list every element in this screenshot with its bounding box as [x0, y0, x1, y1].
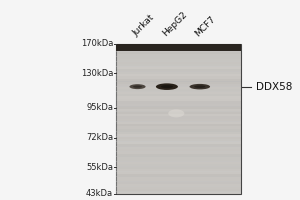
- Bar: [116, 74, 241, 76]
- Bar: [116, 71, 241, 74]
- Bar: [116, 184, 241, 186]
- Bar: [116, 121, 241, 124]
- Text: DDX58: DDX58: [256, 82, 292, 92]
- Bar: [116, 129, 241, 132]
- Text: Jurkat: Jurkat: [131, 13, 156, 38]
- Text: MCF7: MCF7: [194, 14, 218, 38]
- Bar: [116, 51, 241, 54]
- Bar: [116, 176, 241, 179]
- Bar: [116, 174, 241, 176]
- Bar: [116, 86, 241, 89]
- Text: 130kDa: 130kDa: [81, 69, 113, 78]
- Bar: [116, 69, 241, 72]
- Bar: [116, 44, 241, 46]
- Bar: [116, 91, 241, 94]
- Bar: [116, 186, 241, 189]
- Bar: [116, 44, 241, 51]
- Text: 43kDa: 43kDa: [86, 190, 113, 198]
- Bar: [116, 146, 241, 149]
- Bar: [116, 171, 241, 174]
- Bar: [116, 94, 241, 96]
- Text: 170kDa: 170kDa: [81, 40, 113, 48]
- Bar: [116, 99, 241, 101]
- Bar: [116, 46, 241, 49]
- Ellipse shape: [194, 85, 206, 88]
- Text: 72kDa: 72kDa: [86, 133, 113, 142]
- Bar: [116, 109, 241, 112]
- Bar: [116, 104, 241, 106]
- Bar: [116, 49, 241, 51]
- Bar: [116, 114, 241, 116]
- Bar: [116, 76, 241, 79]
- Bar: [116, 96, 241, 99]
- Bar: [116, 64, 241, 66]
- Bar: [116, 79, 241, 82]
- Bar: [116, 66, 241, 69]
- Bar: [116, 179, 241, 182]
- Bar: [116, 154, 241, 156]
- Bar: [116, 124, 241, 126]
- Bar: [116, 139, 241, 142]
- Bar: [116, 161, 241, 164]
- Bar: [116, 131, 241, 134]
- Bar: [116, 106, 241, 109]
- Bar: [116, 166, 241, 169]
- Bar: [116, 156, 241, 159]
- Bar: [116, 169, 241, 171]
- Bar: [116, 159, 241, 162]
- Bar: [116, 119, 241, 121]
- Ellipse shape: [156, 83, 178, 90]
- Ellipse shape: [161, 85, 173, 88]
- Bar: [116, 126, 241, 129]
- Bar: [116, 151, 241, 154]
- Bar: [116, 141, 241, 144]
- Ellipse shape: [168, 109, 184, 117]
- Bar: [116, 191, 241, 194]
- Bar: [116, 44, 241, 194]
- Text: 55kDa: 55kDa: [86, 163, 113, 172]
- Bar: [116, 136, 241, 139]
- Bar: [116, 89, 241, 92]
- Bar: [116, 61, 241, 64]
- Ellipse shape: [129, 84, 146, 89]
- Bar: [116, 54, 241, 56]
- Bar: [116, 134, 241, 136]
- Bar: [116, 189, 241, 192]
- Text: 95kDa: 95kDa: [86, 103, 113, 112]
- Text: HepG2: HepG2: [160, 10, 189, 38]
- Bar: [116, 181, 241, 184]
- Ellipse shape: [133, 86, 142, 88]
- Bar: [116, 81, 241, 84]
- Bar: [116, 59, 241, 62]
- Bar: [116, 84, 241, 86]
- Bar: [116, 149, 241, 152]
- Bar: [116, 111, 241, 114]
- Bar: [116, 164, 241, 166]
- Bar: [116, 116, 241, 119]
- Bar: [116, 101, 241, 104]
- Bar: [116, 144, 241, 146]
- Ellipse shape: [190, 84, 210, 89]
- Bar: [116, 56, 241, 59]
